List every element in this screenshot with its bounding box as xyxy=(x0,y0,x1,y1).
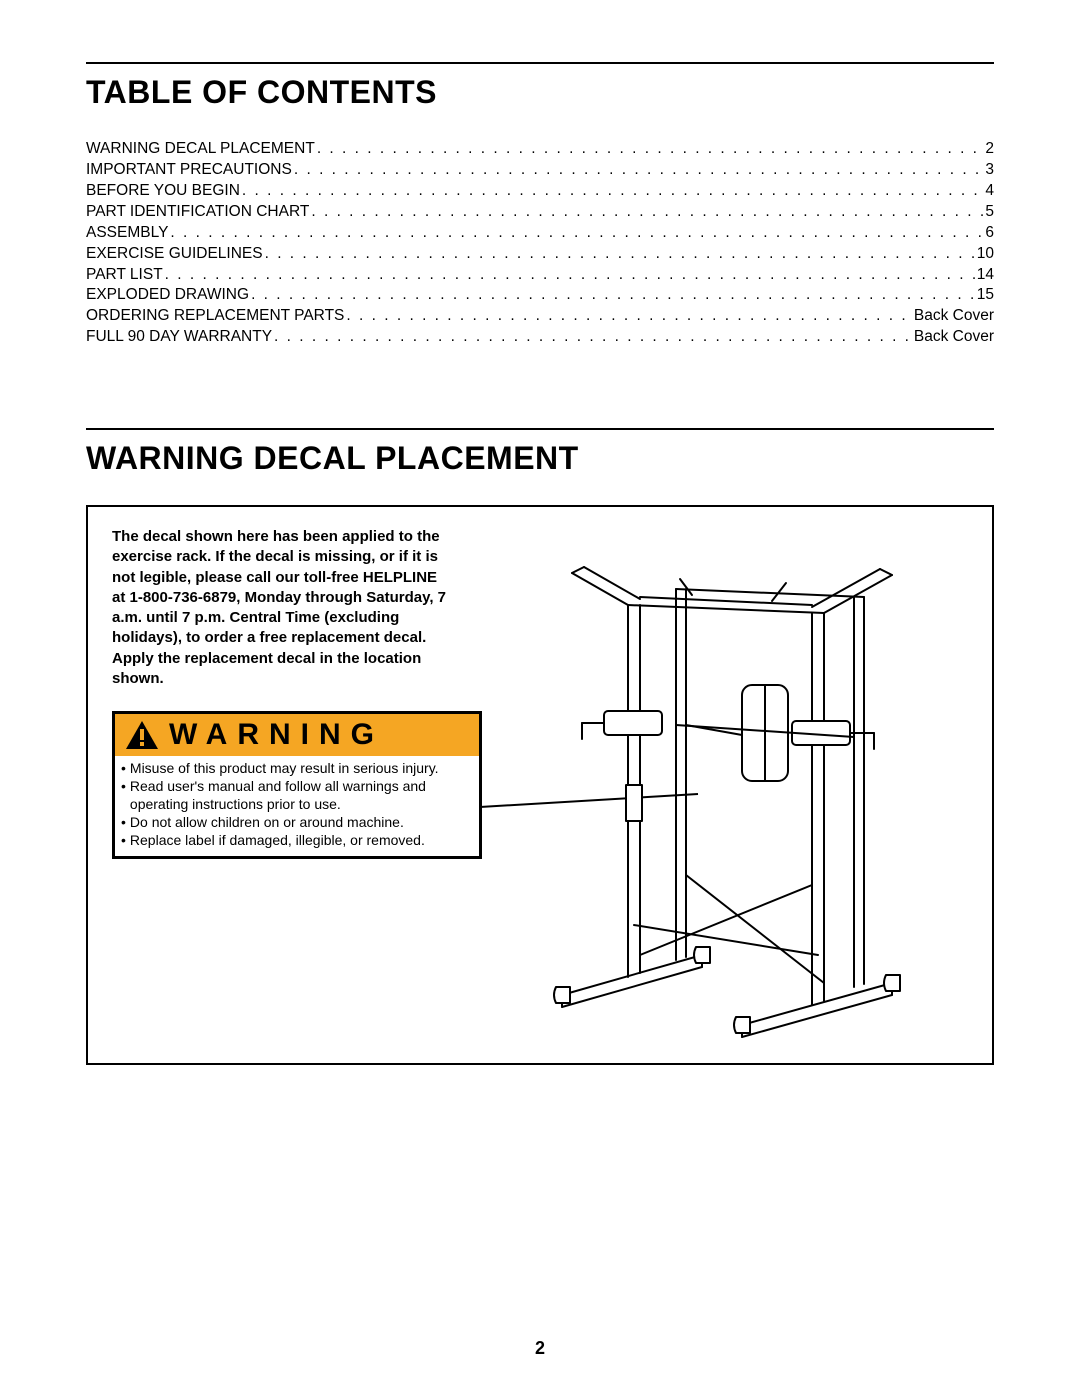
toc-row: ORDERING REPLACEMENT PARTS. . . . . . . … xyxy=(86,306,994,327)
toc-page: 6 xyxy=(985,223,994,244)
toc-page: 10 xyxy=(977,244,994,265)
toc-label: EXPLODED DRAWING xyxy=(86,285,249,306)
toc-page: 4 xyxy=(985,181,994,202)
bullet-icon: • xyxy=(121,814,130,832)
warning-bullet: •Replace label if damaged, illegible, or… xyxy=(121,832,473,850)
warning-decal-heading: WARNING DECAL PLACEMENT xyxy=(86,440,994,477)
toc-label: PART IDENTIFICATION CHART xyxy=(86,202,309,223)
toc-row: ASSEMBLY. . . . . . . . . . . . . . . . … xyxy=(86,223,994,244)
toc-dots: . . . . . . . . . . . . . . . . . . . . … xyxy=(263,244,977,265)
warning-label-header-text: WARNING xyxy=(169,718,384,752)
toc-label: ASSEMBLY xyxy=(86,223,168,244)
warning-bullet: •Read user's manual and follow all warni… xyxy=(121,778,473,814)
toc-dots: . . . . . . . . . . . . . . . . . . . . … xyxy=(309,202,985,223)
toc-dots: . . . . . . . . . . . . . . . . . . . . … xyxy=(168,223,985,244)
toc-dots: . . . . . . . . . . . . . . . . . . . . … xyxy=(315,139,986,160)
warning-label-body: •Misuse of this product may result in se… xyxy=(115,756,479,856)
bullet-icon: • xyxy=(121,760,130,778)
toc-dots: . . . . . . . . . . . . . . . . . . . . … xyxy=(344,306,913,327)
toc-dots: . . . . . . . . . . . . . . . . . . . . … xyxy=(272,327,914,348)
warning-triangle-icon xyxy=(125,720,159,750)
toc-dots: . . . . . . . . . . . . . . . . . . . . … xyxy=(292,160,986,181)
decal-instruction-text: The decal shown here has been applied to… xyxy=(112,527,452,689)
warning-bullet: •Misuse of this product may result in se… xyxy=(121,760,473,778)
toc-heading: TABLE OF CONTENTS xyxy=(86,74,994,111)
page-number: 2 xyxy=(0,1338,1080,1359)
toc-row: FULL 90 DAY WARRANTY. . . . . . . . . . … xyxy=(86,327,994,348)
warning-bullet-text: Replace label if damaged, illegible, or … xyxy=(130,832,425,850)
warning-decal-box: The decal shown here has been applied to… xyxy=(86,505,994,1065)
warning-bullet-text: Misuse of this product may result in ser… xyxy=(130,760,439,778)
table-of-contents: WARNING DECAL PLACEMENT. . . . . . . . .… xyxy=(86,139,994,348)
bullet-icon: • xyxy=(121,832,130,850)
toc-label: EXERCISE GUIDELINES xyxy=(86,244,263,265)
toc-row: WARNING DECAL PLACEMENT. . . . . . . . .… xyxy=(86,139,994,160)
mid-rule xyxy=(86,428,994,430)
warning-bullet: •Do not allow children on or around mach… xyxy=(121,814,473,832)
toc-row: IMPORTANT PRECAUTIONS. . . . . . . . . .… xyxy=(86,160,994,181)
toc-page: 14 xyxy=(977,265,994,286)
warning-bullet-text: Read user's manual and follow all warnin… xyxy=(130,778,473,814)
toc-label: ORDERING REPLACEMENT PARTS xyxy=(86,306,344,327)
warning-label: WARNING •Misuse of this product may resu… xyxy=(112,711,482,859)
toc-page: 3 xyxy=(985,160,994,181)
toc-row: BEFORE YOU BEGIN. . . . . . . . . . . . … xyxy=(86,181,994,202)
toc-page: Back Cover xyxy=(914,306,994,327)
toc-page: 5 xyxy=(985,202,994,223)
toc-label: BEFORE YOU BEGIN xyxy=(86,181,240,202)
toc-row: EXERCISE GUIDELINES. . . . . . . . . . .… xyxy=(86,244,994,265)
toc-label: IMPORTANT PRECAUTIONS xyxy=(86,160,292,181)
toc-label: PART LIST xyxy=(86,265,163,286)
toc-dots: . . . . . . . . . . . . . . . . . . . . … xyxy=(163,265,977,286)
exercise-rack-diagram xyxy=(542,525,922,1045)
toc-label: WARNING DECAL PLACEMENT xyxy=(86,139,315,160)
warning-label-header: WARNING xyxy=(115,714,479,756)
toc-page: 2 xyxy=(985,139,994,160)
toc-dots: . . . . . . . . . . . . . . . . . . . . … xyxy=(249,285,977,306)
toc-dots: . . . . . . . . . . . . . . . . . . . . … xyxy=(240,181,985,202)
toc-row: PART IDENTIFICATION CHART. . . . . . . .… xyxy=(86,202,994,223)
toc-page: 15 xyxy=(977,285,994,306)
toc-label: FULL 90 DAY WARRANTY xyxy=(86,327,272,348)
top-rule xyxy=(86,62,994,64)
toc-page: Back Cover xyxy=(914,327,994,348)
bullet-icon: • xyxy=(121,778,130,814)
toc-row: EXPLODED DRAWING. . . . . . . . . . . . … xyxy=(86,285,994,306)
warning-bullet-text: Do not allow children on or around machi… xyxy=(130,814,404,832)
toc-row: PART LIST. . . . . . . . . . . . . . . .… xyxy=(86,265,994,286)
